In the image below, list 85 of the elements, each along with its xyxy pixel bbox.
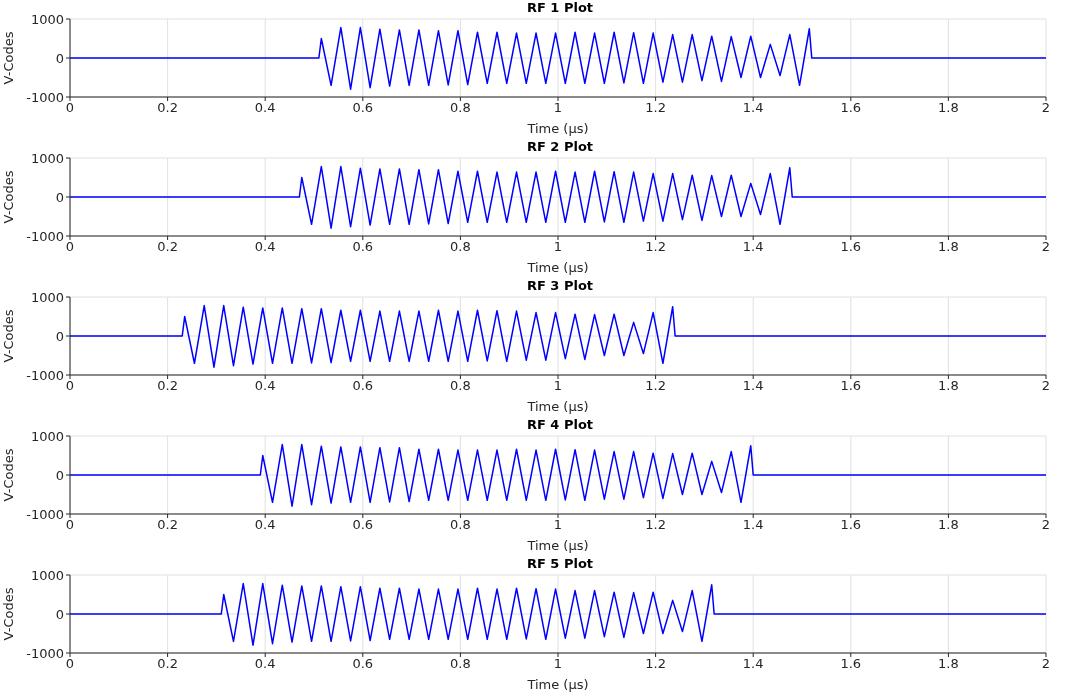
x-tick-label: 1.4 (742, 239, 764, 255)
y-axis-title: V-Codes (0, 309, 16, 363)
x-tick-label: 1 (553, 517, 563, 533)
x-tick-label: 1.4 (742, 656, 764, 672)
x-axis-title: Time (μs) (526, 538, 589, 553)
x-axis-title: Time (μs) (526, 121, 589, 136)
y-tick-label: -1000 (26, 89, 64, 105)
x-tick-label: 0.6 (352, 378, 374, 394)
line-series (70, 582, 1046, 646)
x-axis-title: Time (μs) (526, 399, 589, 414)
y-tick-label: 0 (55, 189, 64, 205)
y-axis-title: V-Codes (0, 31, 16, 85)
x-tick-label: 0.8 (450, 656, 471, 672)
x-tick-label: 1.8 (938, 100, 959, 116)
x-tick-label: 1.4 (742, 100, 764, 116)
x-tick-label: 1.2 (645, 100, 666, 116)
x-tick-label: 0.2 (157, 100, 178, 116)
chart-title: RF 1 Plot (526, 0, 594, 15)
x-tick-label: 1.2 (645, 656, 666, 672)
x-tick-label: 0.2 (157, 378, 178, 394)
x-tick-label: 1 (553, 656, 563, 672)
x-tick-label: 0.8 (450, 239, 471, 255)
x-tick-label: 0.4 (254, 656, 276, 672)
x-tick-label: 0.6 (352, 656, 374, 672)
y-tick-label: -1000 (26, 506, 64, 522)
y-tick-label: -1000 (26, 645, 64, 661)
x-tick-label: 1.6 (840, 517, 862, 533)
x-tick-label: 0.4 (254, 239, 276, 255)
y-axis-title: V-Codes (0, 170, 16, 224)
y-axis-title: V-Codes (0, 448, 16, 502)
chart-title: RF 3 Plot (526, 278, 594, 293)
x-tick-label: 0.2 (157, 239, 178, 255)
y-tick-label: 0 (55, 50, 64, 66)
y-tick-label: 0 (55, 328, 64, 344)
x-tick-label: 0.8 (450, 517, 471, 533)
line-series (70, 443, 1046, 507)
x-tick-label: 1 (553, 100, 563, 116)
x-tick-label: 0 (65, 656, 75, 672)
y-tick-label: -1000 (26, 228, 64, 244)
x-tick-label: 1.6 (840, 656, 862, 672)
x-tick-label: 1.4 (742, 378, 764, 394)
x-tick-label: 0.4 (254, 517, 276, 533)
x-tick-label: 0.6 (352, 517, 374, 533)
x-tick-label: 0.8 (450, 378, 471, 394)
x-tick-label: 1.2 (645, 517, 666, 533)
chart-title: RF 5 Plot (526, 556, 594, 571)
x-tick-label: 2 (1041, 239, 1051, 255)
line-series (70, 304, 1046, 368)
x-tick-label: 0.2 (157, 656, 178, 672)
chart-title: RF 2 Plot (526, 139, 594, 154)
x-tick-label: 0.6 (352, 100, 374, 116)
y-tick-label: 0 (55, 467, 64, 483)
x-axis-title: Time (μs) (526, 677, 589, 692)
y-tick-label: -1000 (26, 367, 64, 383)
x-tick-label: 1.2 (645, 378, 666, 394)
x-tick-label: 2 (1041, 378, 1051, 394)
chart-title: RF 4 Plot (526, 417, 594, 432)
line-series (70, 165, 1046, 229)
line-series (70, 26, 1046, 90)
x-tick-label: 0.2 (157, 517, 178, 533)
x-tick-label: 0.6 (352, 239, 374, 255)
x-tick-label: 2 (1041, 100, 1051, 116)
x-tick-label: 0 (65, 100, 75, 116)
x-tick-label: 1.8 (938, 517, 959, 533)
x-tick-label: 1.8 (938, 239, 959, 255)
x-tick-label: 0 (65, 239, 75, 255)
x-tick-label: 1.8 (938, 656, 959, 672)
x-tick-label: 1.4 (742, 517, 764, 533)
x-tick-label: 1.6 (840, 100, 862, 116)
x-tick-label: 1.6 (840, 239, 862, 255)
x-tick-label: 2 (1041, 517, 1051, 533)
x-axis-title: Time (μs) (526, 260, 589, 275)
x-tick-label: 0 (65, 378, 75, 394)
x-tick-label: 1.6 (840, 378, 862, 394)
x-tick-label: 0.4 (254, 100, 276, 116)
x-tick-label: 1 (553, 378, 563, 394)
x-tick-label: 1.2 (645, 239, 666, 255)
y-axis-title: V-Codes (0, 587, 16, 641)
x-tick-label: 0 (65, 517, 75, 533)
x-tick-label: 2 (1041, 656, 1051, 672)
y-tick-label: 0 (55, 606, 64, 622)
x-tick-label: 0.4 (254, 378, 276, 394)
x-tick-label: 1 (553, 239, 563, 255)
x-tick-label: 0.8 (450, 100, 471, 116)
x-tick-label: 1.8 (938, 378, 959, 394)
